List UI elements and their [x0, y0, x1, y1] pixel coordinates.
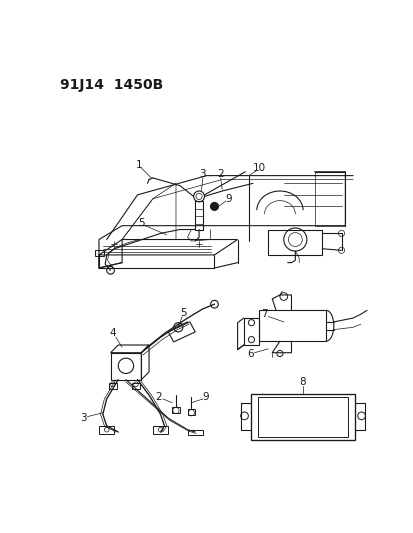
Text: 9: 9: [225, 193, 231, 204]
Bar: [172, 407, 179, 413]
Circle shape: [210, 203, 218, 210]
Text: 5: 5: [180, 309, 187, 318]
Bar: [95, 251, 104, 256]
Text: 91J14  1450B: 91J14 1450B: [60, 78, 163, 92]
Bar: [258, 398, 348, 438]
Text: 3: 3: [199, 169, 206, 179]
Text: 3: 3: [80, 413, 87, 423]
Text: 2: 2: [155, 392, 162, 401]
Text: 8: 8: [299, 377, 306, 387]
Text: 6: 6: [247, 349, 253, 359]
Text: 5: 5: [138, 219, 144, 228]
Text: 10: 10: [252, 163, 265, 173]
Text: 9: 9: [202, 392, 208, 401]
Text: 1: 1: [135, 160, 142, 170]
Bar: [109, 383, 116, 389]
Bar: [132, 383, 140, 389]
Text: 2: 2: [217, 169, 223, 179]
Bar: [187, 409, 195, 415]
Text: 7: 7: [261, 309, 267, 319]
Text: 4: 4: [109, 328, 116, 338]
